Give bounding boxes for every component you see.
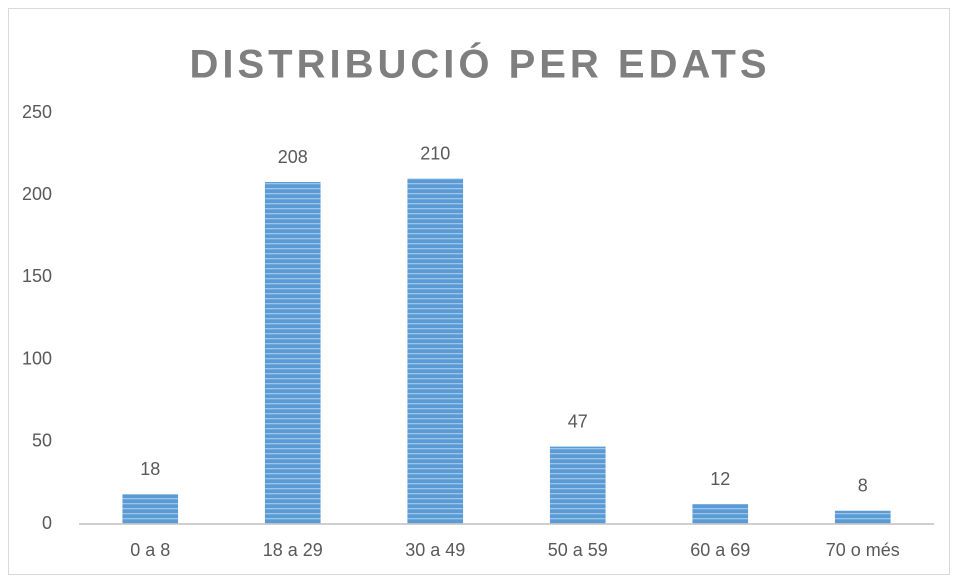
y-tick-label: 0 bbox=[42, 513, 52, 533]
chart-title: DISTRIBUCIÓ PER EDATS bbox=[189, 41, 770, 87]
data-label: 12 bbox=[710, 469, 730, 489]
bar bbox=[407, 178, 464, 524]
data-label: 210 bbox=[420, 144, 450, 164]
bar bbox=[834, 510, 891, 524]
x-tick-label: 0 a 8 bbox=[130, 540, 170, 560]
x-tick-label: 18 a 29 bbox=[263, 540, 323, 560]
data-label: 208 bbox=[278, 147, 308, 167]
y-tick-label: 250 bbox=[22, 102, 52, 122]
x-tick-label: 60 a 69 bbox=[690, 540, 750, 560]
y-tick-label: 100 bbox=[22, 348, 52, 368]
bar bbox=[264, 182, 321, 524]
y-tick-label: 150 bbox=[22, 266, 52, 286]
bar bbox=[122, 494, 179, 524]
bar bbox=[549, 446, 606, 524]
data-label: 47 bbox=[568, 411, 588, 431]
bar bbox=[692, 504, 749, 524]
y-tick-label: 200 bbox=[22, 184, 52, 204]
x-tick-label: 50 a 59 bbox=[548, 540, 608, 560]
data-label: 8 bbox=[858, 476, 868, 496]
y-tick-label: 50 bbox=[32, 431, 52, 451]
data-label: 18 bbox=[140, 459, 160, 479]
x-tick-label: 30 a 49 bbox=[405, 540, 465, 560]
chart-border bbox=[8, 8, 950, 575]
x-tick-label: 70 o més bbox=[826, 540, 900, 560]
